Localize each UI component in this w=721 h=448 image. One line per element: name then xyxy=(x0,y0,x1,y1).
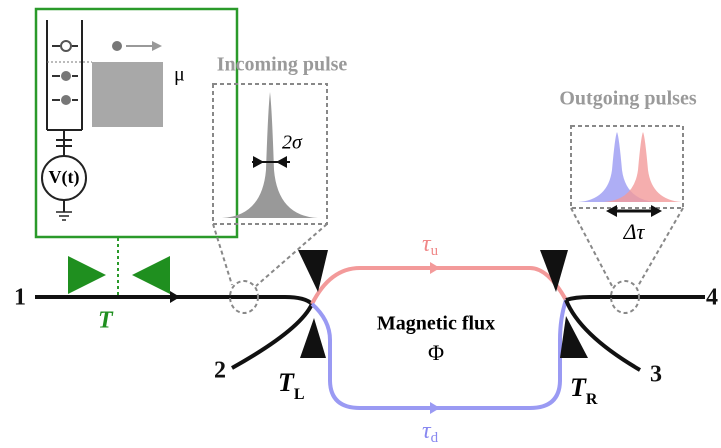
center-symbol: Φ xyxy=(428,340,444,365)
channels xyxy=(35,268,705,408)
text-part: R xyxy=(586,391,598,408)
arrow-head xyxy=(651,205,662,217)
splitter-label: TL xyxy=(278,368,305,403)
port-label: 1 xyxy=(14,285,26,311)
arm-label: τd xyxy=(422,418,439,447)
port-label: 3 xyxy=(650,362,662,388)
source-label: V(t) xyxy=(49,167,80,188)
center-label: Magnetic flux xyxy=(377,313,495,335)
fermi-sea xyxy=(92,62,163,127)
text-part: T xyxy=(570,373,587,402)
splitter-label: TR xyxy=(570,373,598,408)
incoming-title: Incoming pulse xyxy=(217,54,348,76)
arrow-head xyxy=(253,156,264,168)
splitter-gate xyxy=(300,318,326,358)
zoom-line xyxy=(213,224,232,285)
arrow-head xyxy=(430,262,440,274)
port-label: 2 xyxy=(214,358,226,384)
text-part: L xyxy=(294,386,305,403)
delay-label: Δτ xyxy=(623,219,646,244)
hole xyxy=(61,41,71,51)
arrow-head xyxy=(152,41,162,51)
splitter-gate xyxy=(560,316,588,358)
text-part: T xyxy=(278,368,295,397)
outgoing-title: Outgoing pulses xyxy=(559,88,696,110)
electron xyxy=(61,71,71,81)
arrow-head xyxy=(430,402,440,414)
width-label: 2σ xyxy=(282,132,303,154)
port-label: 4 xyxy=(706,285,718,311)
text-part: d xyxy=(431,430,439,446)
arrow-head xyxy=(170,291,180,303)
mu-label: μ xyxy=(174,64,185,86)
arm-label: τu xyxy=(422,231,439,260)
gate xyxy=(132,256,170,294)
diagram: μ V(t) T 1 2 3 4 TL TR τu τd Magnetic fl… xyxy=(0,0,721,448)
transmission-label: T xyxy=(98,308,114,334)
ground xyxy=(56,212,72,220)
electron xyxy=(61,95,71,105)
arrow-head xyxy=(606,205,617,217)
gate xyxy=(68,256,106,294)
electron xyxy=(112,41,122,51)
arrow-head xyxy=(276,156,287,168)
text-part: u xyxy=(431,243,439,259)
zoom-line xyxy=(638,208,683,286)
zoom-line xyxy=(571,208,612,286)
